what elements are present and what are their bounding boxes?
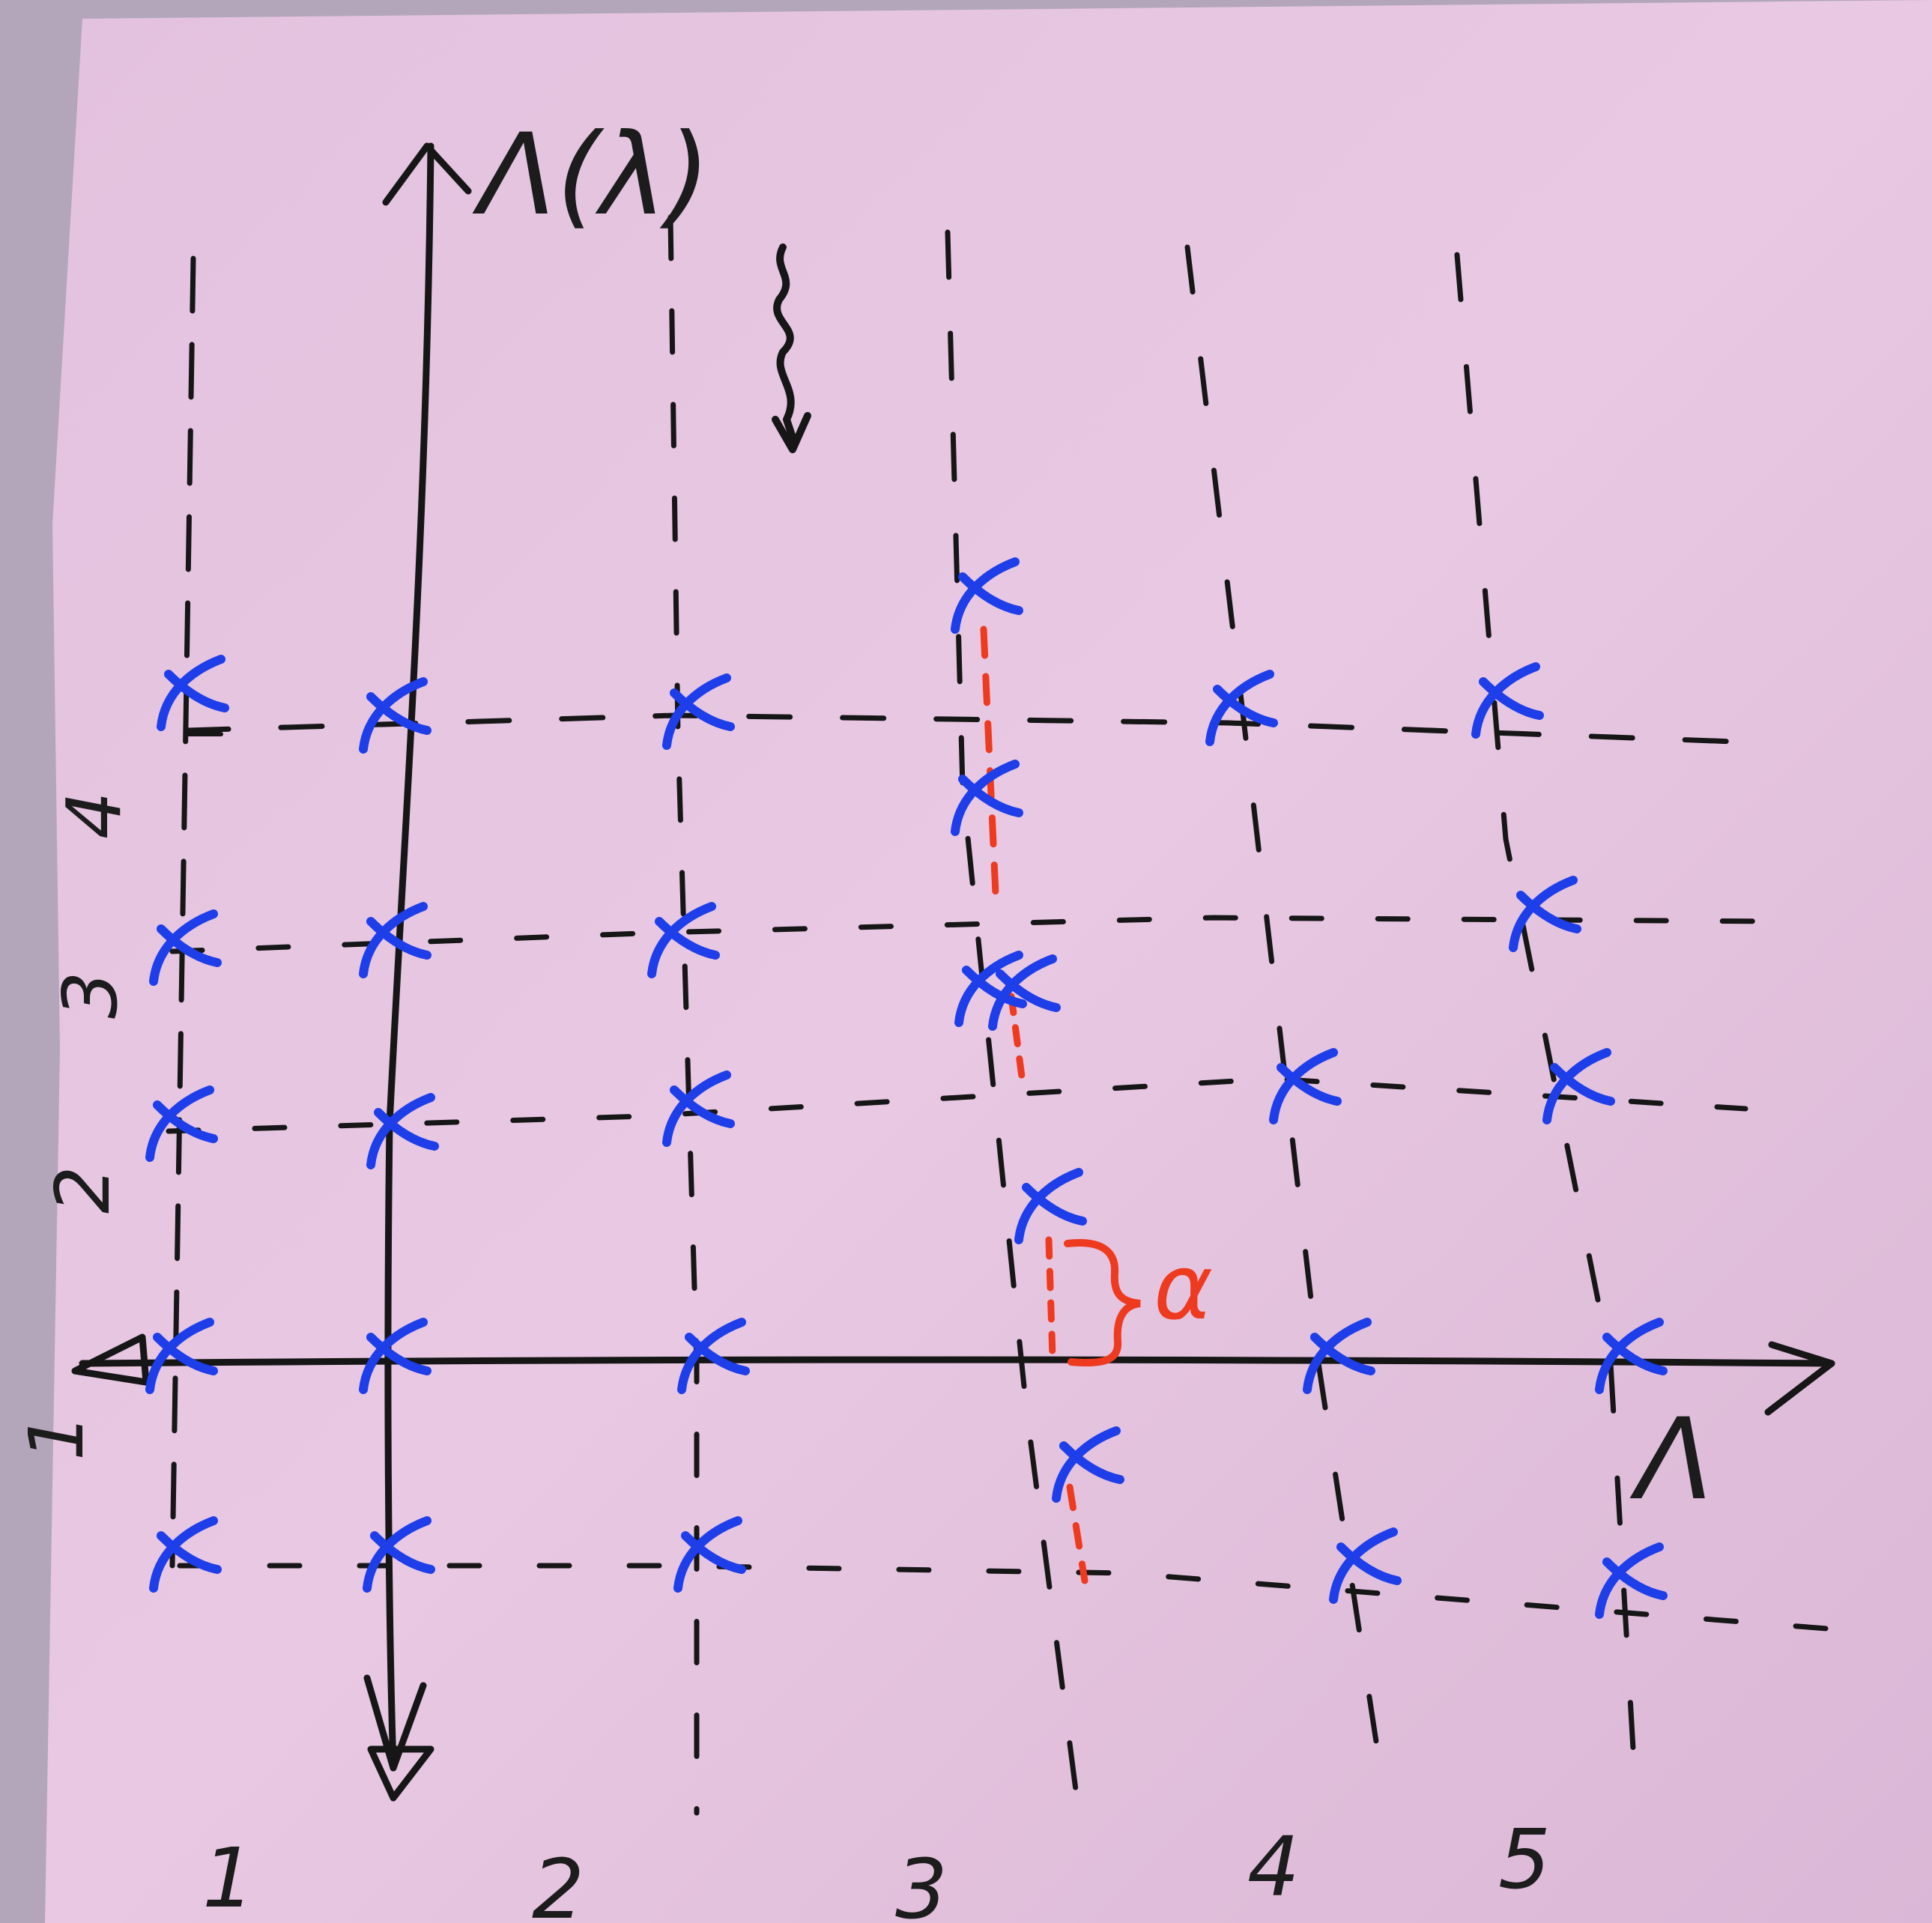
blue-cross-marker (1542, 1048, 1615, 1124)
svg-text:Λ(λ): Λ(λ) (472, 110, 710, 240)
dashed-hline-row-2 (166, 1076, 1748, 1134)
blue-cross-marker (1329, 1527, 1402, 1604)
blue-cross-marker (647, 902, 720, 978)
blue-markers (145, 557, 1668, 1619)
vertical-axis-arrow-up (382, 142, 472, 206)
column-label-2: 2 (532, 1841, 584, 1923)
blue-cross-marker (1052, 1426, 1124, 1503)
dashed-vertical-lines (169, 214, 1640, 1816)
dashed-hline-row-3 (169, 915, 1782, 954)
blue-cross-marker (149, 909, 222, 986)
blue-cross-marker (363, 1516, 435, 1593)
blue-cross-marker (1595, 1542, 1668, 1619)
row-label-1: 1 (13, 1413, 100, 1461)
blue-cross-marker (359, 677, 431, 754)
vertical-axis (363, 142, 472, 1802)
column-labels: 1 2 3 4 5 (202, 1811, 1551, 1923)
dashed-horizontal-lines (166, 712, 1887, 1636)
blue-cross-marker (149, 1516, 222, 1593)
horizontal-axis (71, 1333, 1835, 1416)
dashed-vline-1 (169, 255, 196, 1569)
blue-cross-marker (677, 1318, 750, 1394)
blue-cross-marker (1269, 1048, 1342, 1124)
blue-cross-marker (951, 557, 1023, 634)
blue-cross-marker (673, 1516, 746, 1593)
row-label-2: 2 (39, 1166, 127, 1214)
blue-cross-marker (1303, 1318, 1375, 1394)
svg-text:Λ: Λ (1629, 1395, 1714, 1525)
blue-cross-marker (954, 951, 1027, 1027)
blue-cross-marker (145, 1085, 218, 1162)
blue-cross-marker (359, 902, 431, 978)
blue-cross-marker (1014, 1168, 1087, 1244)
red-offset-marks (980, 626, 1141, 1584)
vertical-axis-arrow-down (363, 1674, 427, 1772)
blue-cross-marker (1471, 662, 1544, 739)
column-label-4: 4 (1247, 1819, 1300, 1915)
blue-cross-marker (145, 1318, 218, 1394)
blue-cross-marker (1205, 670, 1278, 746)
blue-cross-marker (366, 1093, 439, 1169)
blue-cross-marker (157, 655, 229, 731)
scribble-mark (772, 243, 811, 453)
offset-label-alpha: α (1154, 1236, 1213, 1340)
axis-label-vertical: Λ(λ) (472, 110, 710, 240)
row-label-3: 3 (46, 971, 134, 1019)
vertical-axis-arrow-down-2 (367, 1745, 434, 1802)
row-label-4: 4 (50, 791, 138, 839)
sticky-note (45, 0, 1932, 1923)
dashed-vline-4 (1184, 244, 1389, 1808)
horizontal-axis-arrow-left (71, 1333, 150, 1386)
dashed-vline-5 (1454, 252, 1640, 1816)
column-label-1: 1 (202, 1830, 255, 1923)
dashed-hline-row-4 (184, 712, 1737, 745)
blue-cross-marker (1595, 1318, 1668, 1394)
blue-cross-marker (1509, 876, 1581, 952)
blue-cross-marker (359, 1318, 431, 1394)
blue-cross-marker (988, 954, 1061, 1031)
offset-brace (1064, 1239, 1141, 1367)
axis-label-horizontal: Λ (1629, 1395, 1714, 1525)
blue-cross-marker (951, 760, 1023, 836)
row-labels: 1 2 3 4 (13, 791, 138, 1461)
blue-cross-marker (662, 673, 735, 750)
horizontal-axis-arrow-right (1764, 1341, 1835, 1416)
column-label-5: 5 (1498, 1811, 1551, 1907)
column-label-3: 3 (895, 1841, 948, 1923)
blue-cross-marker (662, 1070, 735, 1147)
